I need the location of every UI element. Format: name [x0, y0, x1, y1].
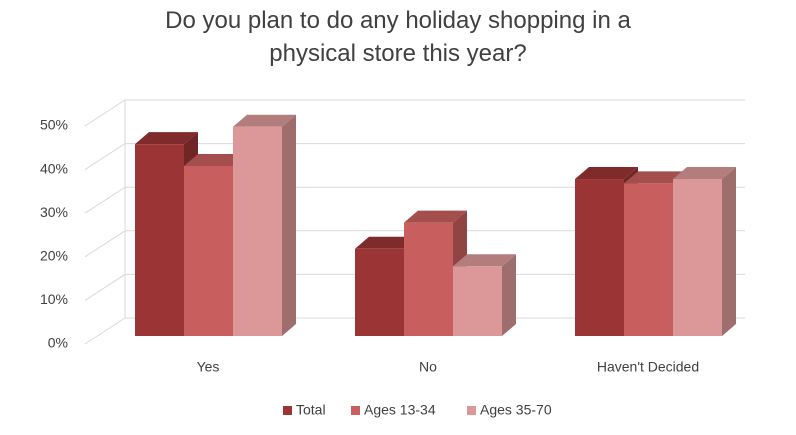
bar-top: [453, 254, 516, 267]
y-tick-label: 40%: [40, 160, 68, 176]
legend-label: Ages 35-70: [480, 402, 552, 418]
bar: [404, 222, 453, 336]
legend-label: Ages 13-34: [364, 402, 436, 418]
y-tick-label: 50%: [40, 117, 68, 133]
bar-side: [502, 254, 516, 336]
bar-top: [184, 153, 247, 166]
bar: [233, 126, 282, 336]
bar-top: [404, 210, 467, 223]
legend-swatch: [467, 406, 476, 415]
bar-top: [233, 114, 296, 127]
legend-label: Total: [296, 402, 326, 418]
bar-top: [355, 236, 418, 249]
x-tick-label: No: [419, 359, 437, 375]
grid-line: [84, 99, 745, 127]
y-tick-label: 20%: [40, 248, 68, 264]
bar: [575, 179, 624, 336]
bar-side: [722, 167, 736, 336]
bar-top: [575, 167, 638, 180]
legend-swatch: [283, 406, 292, 415]
bar: [453, 266, 502, 336]
bar-top: [135, 132, 198, 145]
bar: [135, 144, 184, 336]
x-tick-label: Haven't Decided: [597, 359, 699, 375]
bar-top: [673, 167, 736, 180]
y-tick-label: 10%: [40, 291, 68, 307]
bar: [355, 248, 404, 336]
x-tick-label: Yes: [197, 359, 220, 375]
bar-side: [282, 114, 296, 336]
bar: [624, 183, 673, 336]
y-tick-label: 30%: [40, 204, 68, 220]
legend-swatch: [351, 406, 360, 415]
bar: [184, 165, 233, 336]
bar: [673, 179, 722, 336]
chart-title: Do you plan to do any holiday shopping i…: [165, 7, 631, 67]
y-tick-label: 0%: [48, 335, 68, 351]
bar-top: [624, 171, 687, 184]
